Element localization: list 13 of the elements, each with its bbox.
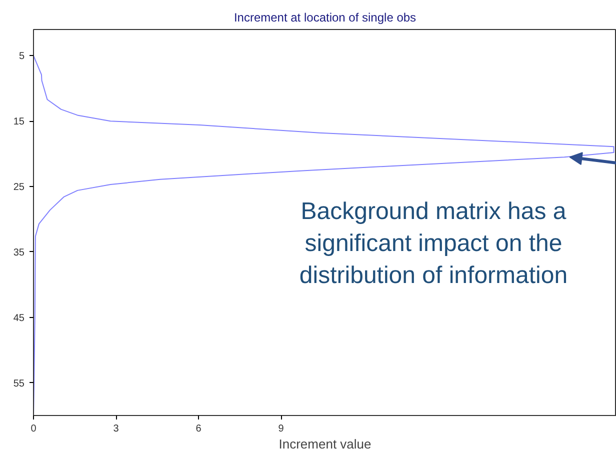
x-tick-label: 6 — [196, 424, 202, 434]
x-tick-label: 3 — [113, 424, 120, 434]
y-tick-label: 45 — [13, 312, 25, 324]
chart-title: Increment at location of single obs — [234, 10, 416, 24]
annotation: Background matrix has a significant impact on the distribution of information — [299, 198, 568, 289]
y-tick-label: 5 — [18, 51, 25, 62]
y-tick-label: 55 — [13, 378, 25, 390]
y-tick-label: 35 — [13, 247, 25, 258]
x-tick-label: 9 — [278, 424, 284, 434]
x-tick-label: 0 — [30, 424, 37, 434]
x-axis-title: Increment value — [278, 436, 372, 452]
y-tick-label: 25 — [13, 182, 25, 194]
y-tick-label: 15 — [13, 116, 25, 128]
